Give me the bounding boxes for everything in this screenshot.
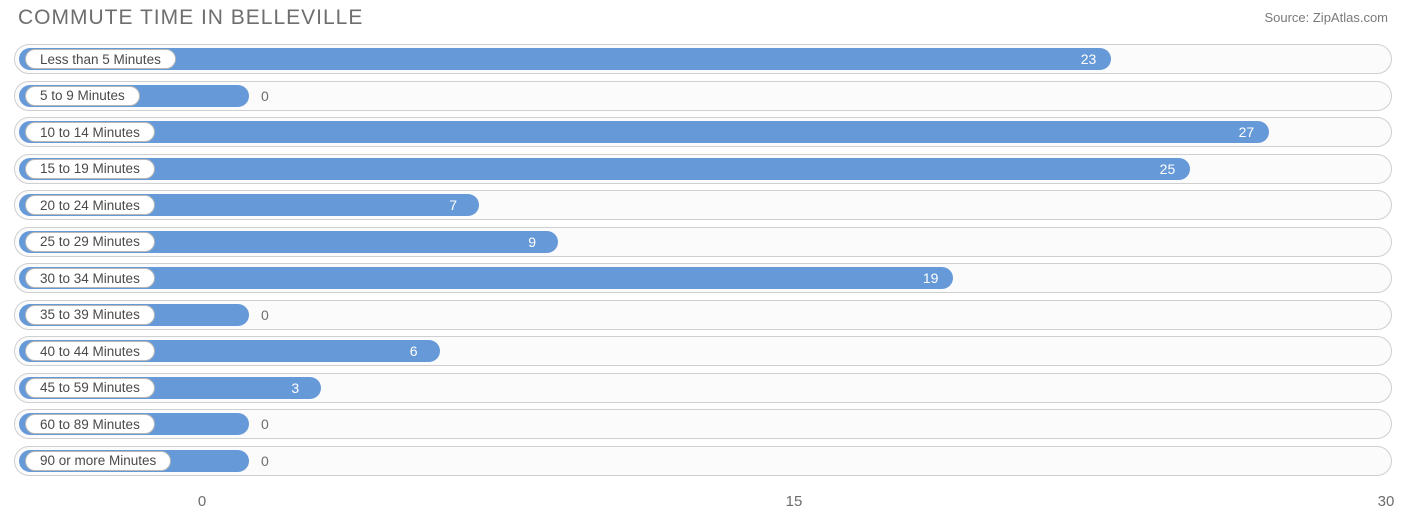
- chart-header: COMMUTE TIME IN BELLEVILLE Source: ZipAt…: [0, 0, 1406, 30]
- bar-value-label: 0: [261, 82, 269, 110]
- category-pill: 90 or more Minutes: [25, 451, 171, 471]
- bar-value-label: 0: [261, 410, 269, 438]
- chart-title: COMMUTE TIME IN BELLEVILLE: [18, 6, 363, 30]
- bar-value-label: 23: [1081, 45, 1097, 73]
- x-axis-tick: 0: [198, 493, 206, 510]
- chart-source: Source: ZipAtlas.com: [1264, 10, 1388, 25]
- bar-row: 90 or more Minutes 0: [14, 446, 1392, 476]
- bar-row: Less than 5 Minutes 23: [14, 44, 1392, 74]
- bar-fill: [19, 267, 953, 289]
- bar-row: 15 to 19 Minutes 25: [14, 154, 1392, 184]
- category-pill: 45 to 59 Minutes: [25, 378, 155, 398]
- bar-row: 40 to 44 Minutes 6: [14, 336, 1392, 366]
- bar-value-label: 19: [923, 264, 939, 292]
- bar-value-label: 9: [528, 228, 536, 256]
- category-pill: 25 to 29 Minutes: [25, 232, 155, 252]
- bar-row: 45 to 59 Minutes 3: [14, 373, 1392, 403]
- bar-row: 30 to 34 Minutes 19: [14, 263, 1392, 293]
- bar-value-label: 7: [449, 191, 457, 219]
- bar-value-label: 6: [410, 337, 418, 365]
- bar-value-label: 3: [291, 374, 299, 402]
- category-pill: 10 to 14 Minutes: [25, 122, 155, 142]
- x-axis-tick: 30: [1378, 493, 1395, 510]
- x-axis: 0 15 30: [14, 493, 1392, 515]
- bar-row: 10 to 14 Minutes 27: [14, 117, 1392, 147]
- bar-value-label: 25: [1160, 155, 1176, 183]
- category-pill: 20 to 24 Minutes: [25, 195, 155, 215]
- bar-fill: [19, 158, 1190, 180]
- category-pill: 5 to 9 Minutes: [25, 86, 140, 106]
- category-pill: 15 to 19 Minutes: [25, 159, 155, 179]
- bar-row: 35 to 39 Minutes 0: [14, 300, 1392, 330]
- category-pill: Less than 5 Minutes: [25, 49, 176, 69]
- bar-fill: [19, 121, 1269, 143]
- bar-row: 60 to 89 Minutes 0: [14, 409, 1392, 439]
- bar-value-label: 27: [1239, 118, 1255, 146]
- category-pill: 60 to 89 Minutes: [25, 414, 155, 434]
- bar-value-label: 0: [261, 447, 269, 475]
- category-pill: 30 to 34 Minutes: [25, 268, 155, 288]
- x-axis-tick: 15: [786, 493, 803, 510]
- chart-plot-area: Less than 5 Minutes 23 5 to 9 Minutes 0 10 t…: [14, 44, 1392, 487]
- bar-row: 20 to 24 Minutes 7: [14, 190, 1392, 220]
- bar-row: 5 to 9 Minutes 0: [14, 81, 1392, 111]
- category-pill: 40 to 44 Minutes: [25, 341, 155, 361]
- bar-fill: [19, 48, 1111, 70]
- bar-value-label: 0: [261, 301, 269, 329]
- bar-row: 25 to 29 Minutes 9: [14, 227, 1392, 257]
- category-pill: 35 to 39 Minutes: [25, 305, 155, 325]
